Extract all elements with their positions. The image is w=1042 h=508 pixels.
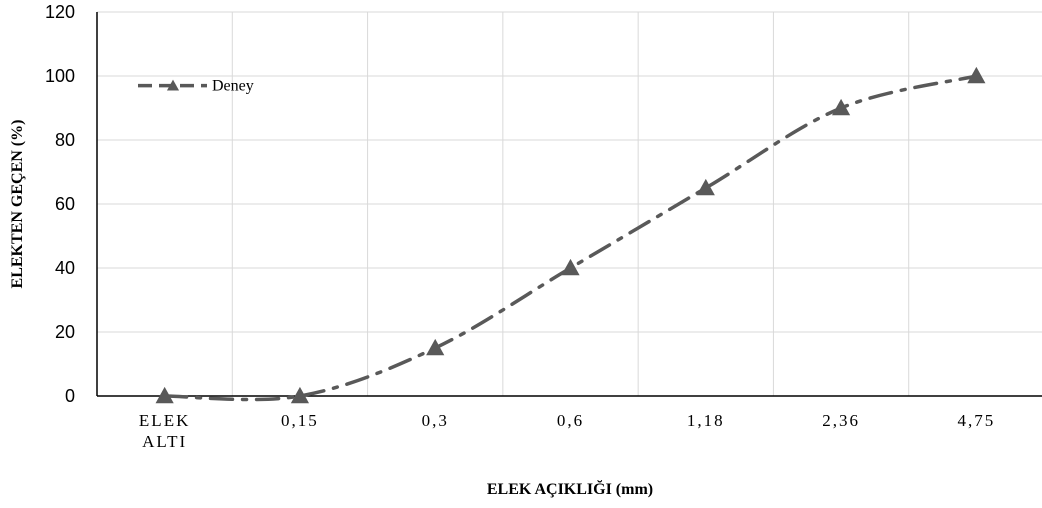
x-tick-0: ELEK ALTI xyxy=(139,411,190,451)
y-tick-0: 0 xyxy=(65,386,75,406)
data-point-1-triangle-icon xyxy=(290,386,310,404)
y-tick-100: 100 xyxy=(45,66,75,86)
y-tick-80: 80 xyxy=(55,130,75,150)
data-point-6-triangle-icon xyxy=(967,66,986,84)
grid-lines xyxy=(97,11,1042,396)
x-tick-2: 0,3 xyxy=(422,411,449,430)
legend-label-deney: Deney xyxy=(212,78,254,95)
legend-marker-triangle-icon xyxy=(166,79,180,91)
x-tick-1: 0,15 xyxy=(281,411,319,430)
y-tick-120: 120 xyxy=(45,2,75,22)
y-tick-20: 20 xyxy=(55,322,75,342)
x-tick-6: 4,75 xyxy=(957,411,995,430)
legend: Deney xyxy=(138,78,254,95)
y-tick-60: 60 xyxy=(55,194,75,214)
data-point-0-triangle-icon xyxy=(155,386,174,404)
series-deney xyxy=(155,66,986,404)
x-tick-labels: ELEK ALTI 0,15 0,3 0,6 1,18 2,36 4,75 xyxy=(139,411,995,451)
y-axis-title: ELEKTEN GEÇEN (%) xyxy=(9,120,26,289)
x-tick-3: 0,6 xyxy=(557,411,584,430)
data-point-3-triangle-icon xyxy=(561,258,580,276)
x-axis-title: ELEK AÇIKLIĞI (mm) xyxy=(487,479,653,498)
data-point-2-triangle-icon xyxy=(426,338,445,356)
x-tick-5: 2,36 xyxy=(822,411,860,430)
x-tick-4: 1,18 xyxy=(687,411,725,430)
y-tick-labels: 0 20 40 60 80 100 120 xyxy=(45,2,75,406)
series-line-deney xyxy=(162,74,979,402)
data-point-5-triangle-icon xyxy=(831,98,851,116)
data-point-4-triangle-icon xyxy=(696,178,715,196)
y-tick-40: 40 xyxy=(55,258,75,278)
axes xyxy=(96,12,1042,397)
